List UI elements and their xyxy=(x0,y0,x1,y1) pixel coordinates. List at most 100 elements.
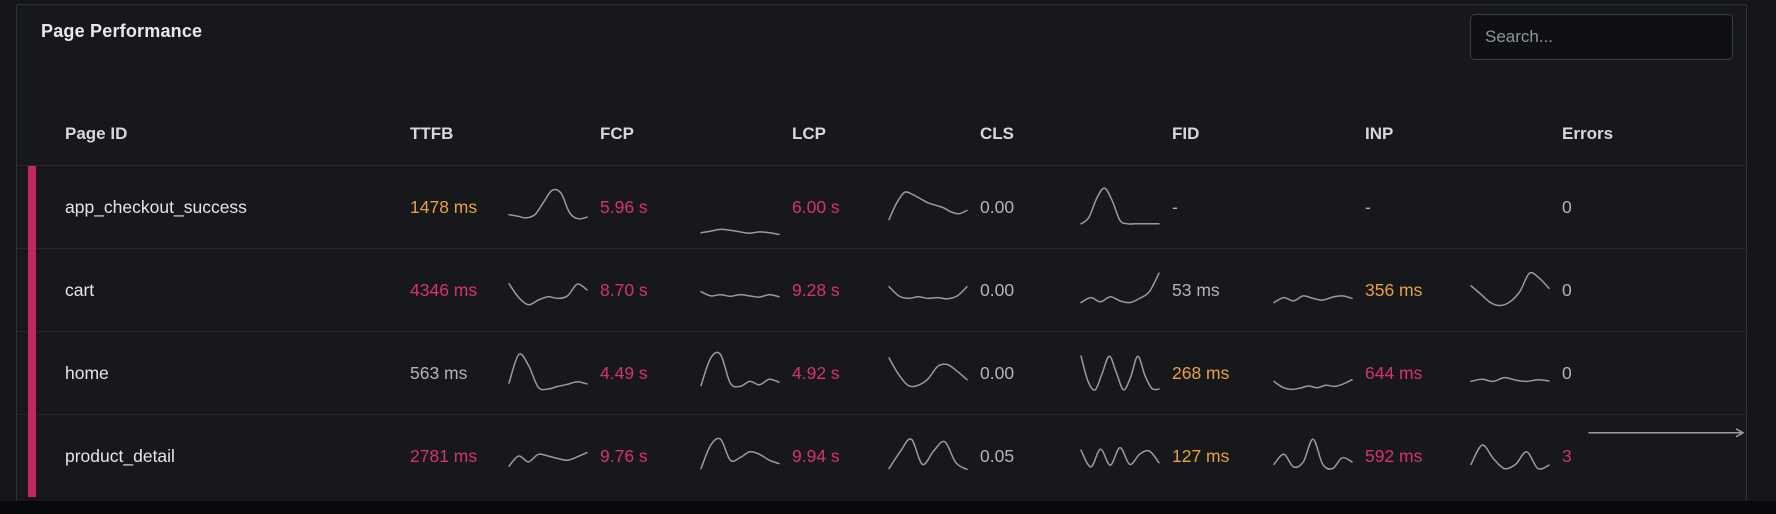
metric-sparkline xyxy=(888,438,968,471)
column-header-fcp: FCP xyxy=(600,124,634,143)
table-row[interactable]: app_checkout_success 1478 ms 5.96 s 6.00 s 0… xyxy=(17,166,1746,248)
lcp-cell: 4.92 s xyxy=(792,332,980,414)
metric-sparkline xyxy=(700,290,780,298)
metric-sparkline xyxy=(888,191,968,221)
row-status-accent-bar xyxy=(28,166,36,497)
page-id-value: app_checkout_success xyxy=(65,196,247,217)
metric-sparkline xyxy=(508,282,588,306)
table-row[interactable]: cart 4346 ms 8.70 s 9.28 s 0.00 53 ms 356 ms 0 xyxy=(17,248,1746,331)
fid-value: - xyxy=(1172,196,1178,217)
errors-value: 3 xyxy=(1562,445,1572,466)
page-id-cell: cart xyxy=(65,249,410,331)
metric-sparkline xyxy=(1273,438,1353,470)
fcp-value: 8.70 s xyxy=(600,279,648,300)
page-id-value: home xyxy=(65,362,109,383)
errors-cell: 0 xyxy=(1562,249,1746,331)
search-input[interactable] xyxy=(1470,14,1733,60)
ttfb-cell: 4346 ms xyxy=(410,249,600,331)
fcp-cell: 5.96 s xyxy=(600,166,792,248)
inp-cell: - xyxy=(1365,166,1562,248)
errors-cell: 3 xyxy=(1562,415,1750,497)
metric-sparkline xyxy=(700,437,780,470)
ttfb-cell: 563 ms xyxy=(410,332,600,414)
lcp-value: 9.28 s xyxy=(792,279,840,300)
bottom-background-strip xyxy=(0,501,1776,514)
metric-sparkline xyxy=(508,451,588,467)
metric-sparkline xyxy=(1080,355,1160,391)
metric-sparkline xyxy=(1080,446,1160,468)
metric-sparkline xyxy=(1080,187,1160,225)
ttfb-value: 563 ms xyxy=(410,362,468,383)
fcp-value: 4.49 s xyxy=(600,362,648,383)
column-header-inp: INP xyxy=(1365,124,1394,143)
inp-cell: 592 ms xyxy=(1365,415,1562,497)
fcp-cell: 8.70 s xyxy=(600,249,792,331)
lcp-cell: 6.00 s xyxy=(792,166,980,248)
performance-table: Page ID TTFB FCP LCP CLS FID INP Errors … xyxy=(17,103,1746,497)
metric-sparkline xyxy=(1470,444,1550,470)
inp-cell: 644 ms xyxy=(1365,332,1562,414)
cls-cell: 0.00 xyxy=(980,166,1172,248)
inp-value: 644 ms xyxy=(1365,362,1423,383)
fcp-cell: 4.49 s xyxy=(600,332,792,414)
errors-cell: 0 xyxy=(1562,166,1746,248)
metric-sparkline xyxy=(508,353,588,391)
fid-value: 53 ms xyxy=(1172,279,1220,300)
table-header-row: Page ID TTFB FCP LCP CLS FID INP Errors xyxy=(17,103,1746,166)
table-body: app_checkout_success 1478 ms 5.96 s 6.00 s 0… xyxy=(17,166,1746,497)
metric-sparkline xyxy=(1080,272,1160,304)
metric-sparkline xyxy=(1273,295,1353,304)
fcp-value: 9.76 s xyxy=(600,445,648,466)
column-header-lcp: LCP xyxy=(792,124,826,143)
errors-value: 0 xyxy=(1562,196,1572,217)
table-row[interactable]: product_detail 2781 ms 9.76 s 9.94 s 0.05 127… xyxy=(17,414,1746,497)
ttfb-cell: 2781 ms xyxy=(410,415,600,497)
page-performance-panel: Page Performance Page ID TTFB FCP LCP CL… xyxy=(16,4,1747,502)
column-header-ttfb: TTFB xyxy=(410,124,454,143)
fid-cell: 268 ms xyxy=(1172,332,1365,414)
lcp-cell: 9.94 s xyxy=(792,415,980,497)
inp-value: 592 ms xyxy=(1365,445,1423,466)
lcp-value: 4.92 s xyxy=(792,362,840,383)
inp-cell: 356 ms xyxy=(1365,249,1562,331)
metric-sparkline xyxy=(700,228,780,236)
metric-sparkline xyxy=(700,351,780,388)
page-id-cell: home xyxy=(65,332,410,414)
page-id-cell: product_detail xyxy=(65,415,410,497)
metric-sparkline xyxy=(1470,376,1550,383)
errors-value: 0 xyxy=(1562,362,1572,383)
fid-value: 127 ms xyxy=(1172,445,1230,466)
column-header-page-id: Page ID xyxy=(65,124,128,143)
inp-value: 356 ms xyxy=(1365,279,1423,300)
page-id-value: product_detail xyxy=(65,445,175,466)
ttfb-value: 4346 ms xyxy=(410,279,478,300)
page-id-cell: app_checkout_success xyxy=(65,166,410,248)
column-header-cls: CLS xyxy=(980,124,1014,143)
cls-value: 0.05 xyxy=(980,445,1015,466)
inp-value: - xyxy=(1365,196,1371,217)
metric-sparkline xyxy=(888,357,968,388)
lcp-cell: 9.28 s xyxy=(792,249,980,331)
lcp-value: 9.94 s xyxy=(792,445,840,466)
ttfb-cell: 1478 ms xyxy=(410,166,600,248)
page-id-value: cart xyxy=(65,279,95,300)
fid-cell: 127 ms xyxy=(1172,415,1365,497)
metric-sparkline xyxy=(1587,428,1745,438)
column-header-fid: FID xyxy=(1172,124,1200,143)
table-row[interactable]: home 563 ms 4.49 s 4.92 s 0.00 268 ms 644 ms 0 xyxy=(17,331,1746,414)
panel-title: Page Performance xyxy=(41,21,203,41)
metric-sparkline xyxy=(888,285,968,300)
fid-value: 268 ms xyxy=(1172,362,1230,383)
cls-value: 0.00 xyxy=(980,362,1015,383)
cls-cell: 0.05 xyxy=(980,415,1172,497)
ttfb-value: 1478 ms xyxy=(410,196,478,217)
cls-value: 0.00 xyxy=(980,196,1015,217)
fcp-cell: 9.76 s xyxy=(600,415,792,497)
errors-value: 0 xyxy=(1562,279,1572,300)
fcp-value: 5.96 s xyxy=(600,196,648,217)
cls-cell: 0.00 xyxy=(980,249,1172,331)
fid-cell: - xyxy=(1172,166,1365,248)
metric-sparkline xyxy=(508,188,588,220)
ttfb-value: 2781 ms xyxy=(410,445,478,466)
